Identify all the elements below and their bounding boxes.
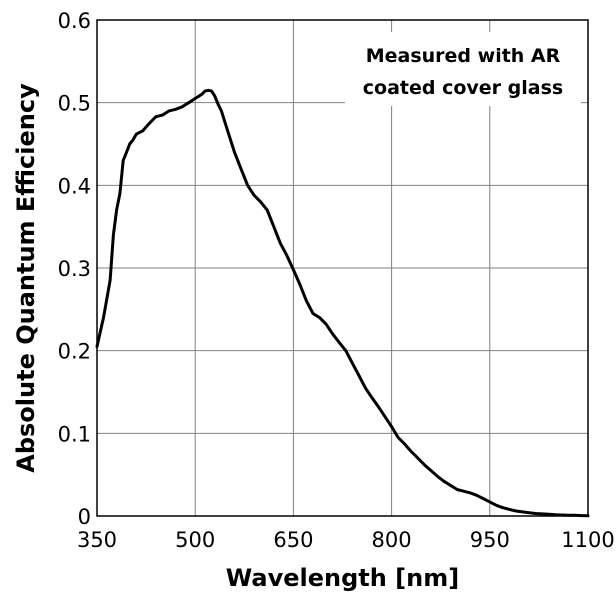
x-axis-title: Wavelength [nm] bbox=[226, 564, 459, 592]
x-tick-label: 800 bbox=[372, 528, 412, 552]
y-tick-label: 0.5 bbox=[58, 92, 91, 116]
qe-curve bbox=[95, 88, 590, 518]
x-tick-labels: 350 500 650 800 950 1100 bbox=[77, 528, 615, 552]
y-tick-label: 0.1 bbox=[58, 422, 91, 446]
x-tick-label: 650 bbox=[273, 528, 313, 552]
y-tick-label: 0.3 bbox=[58, 257, 91, 281]
x-tick-label: 1100 bbox=[561, 528, 614, 552]
y-tick-label: 0.2 bbox=[58, 340, 91, 364]
x-tick-label: 500 bbox=[175, 528, 215, 552]
y-axis-title: Absolute Quantum Efficiency bbox=[12, 83, 40, 473]
annotation-line-1: Measured with AR bbox=[366, 45, 561, 67]
y-tick-labels: 0 0.1 0.2 0.3 0.4 0.5 0.6 bbox=[58, 9, 91, 529]
y-tick-label: 0.6 bbox=[58, 9, 91, 33]
x-tick-label: 350 bbox=[77, 528, 117, 552]
x-tick-label: 950 bbox=[470, 528, 510, 552]
y-tick-label: 0 bbox=[78, 505, 91, 529]
plot-frame bbox=[96, 19, 589, 517]
annotation-line-2: coated cover glass bbox=[363, 77, 563, 99]
annotation-background bbox=[345, 32, 581, 106]
y-tick-label: 0.4 bbox=[58, 174, 91, 198]
